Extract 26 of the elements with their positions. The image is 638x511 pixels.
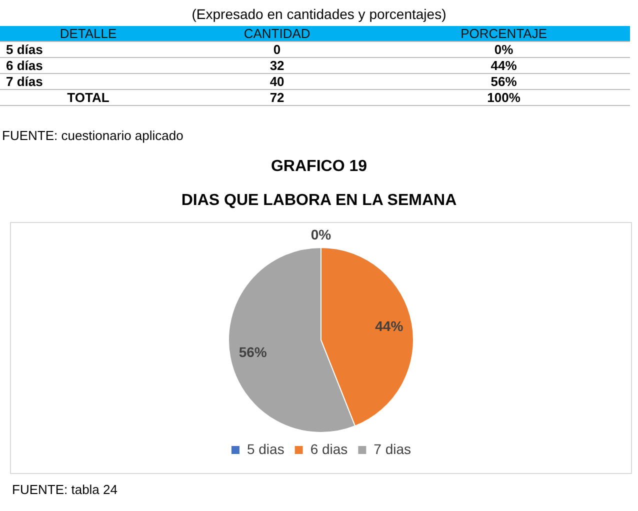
text: 0: [176, 42, 378, 58]
source-note: FUENTE: cuestionario aplicado: [2, 128, 184, 143]
text: PORCENTAJE: [378, 26, 630, 42]
legend-label: 7 dias: [374, 440, 412, 457]
data-label: 56%: [238, 344, 268, 360]
text: 44%: [378, 58, 630, 74]
text: 100%: [378, 90, 630, 106]
legend-label: 5 dias: [246, 440, 284, 457]
text: TOTAL: [0, 90, 176, 106]
text: 0%: [378, 42, 630, 58]
text: 7 días: [0, 74, 176, 90]
chart-subtitle: GRAFICO 19: [270, 158, 368, 176]
text: (Expresado en cantidades y porcentajes): [190, 6, 448, 22]
data-label: 44%: [375, 318, 404, 334]
text: 56%: [378, 74, 630, 90]
chart-title: DIAS QUE LABORA EN LA SEMANA: [180, 192, 458, 210]
text: CANTIDAD: [176, 26, 378, 42]
legend-label: 6 dias: [310, 440, 348, 457]
text: 6 días: [0, 58, 176, 74]
text: 32: [176, 58, 378, 74]
text: 5 días: [0, 42, 176, 58]
text: DETALLE: [0, 26, 176, 42]
text: 40: [176, 74, 378, 90]
text: 72: [176, 90, 378, 106]
text: 0%: [310, 226, 332, 242]
source-note: FUENTE: tabla 24: [12, 482, 118, 497]
